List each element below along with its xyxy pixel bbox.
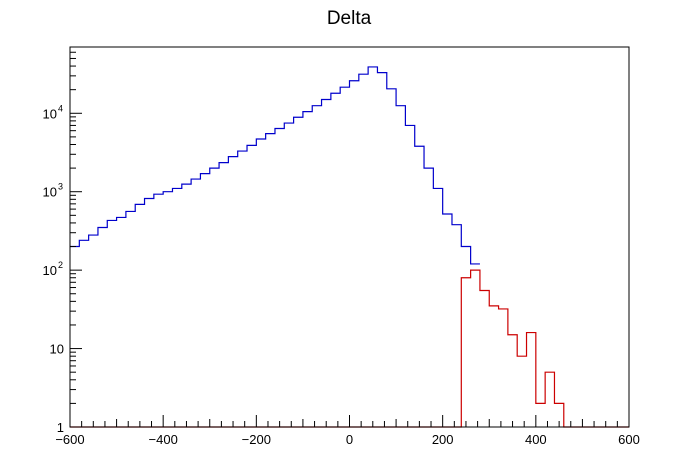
x-tick-label: 400 xyxy=(525,432,547,447)
x-tick-label: 200 xyxy=(432,432,454,447)
y-tick-exponent: 3 xyxy=(58,182,63,192)
y-tick-label: 1 xyxy=(57,420,64,435)
y-tick-exponent: 4 xyxy=(58,103,63,113)
y-tick-label: 10 xyxy=(43,185,57,200)
x-tick-label: −200 xyxy=(242,432,271,447)
y-tick-exponent: 2 xyxy=(58,260,63,270)
x-tick-label: 600 xyxy=(618,432,640,447)
y-tick-label: 10 xyxy=(50,342,64,357)
y-tick-label: 10 xyxy=(43,263,57,278)
x-tick-label: 0 xyxy=(346,432,353,447)
series-line-1 xyxy=(70,66,480,265)
y-tick-label: 10 xyxy=(43,106,57,121)
x-tick-label: −600 xyxy=(55,432,84,447)
chart-title: Delta xyxy=(327,8,372,29)
x-tick-label: −400 xyxy=(149,432,178,447)
